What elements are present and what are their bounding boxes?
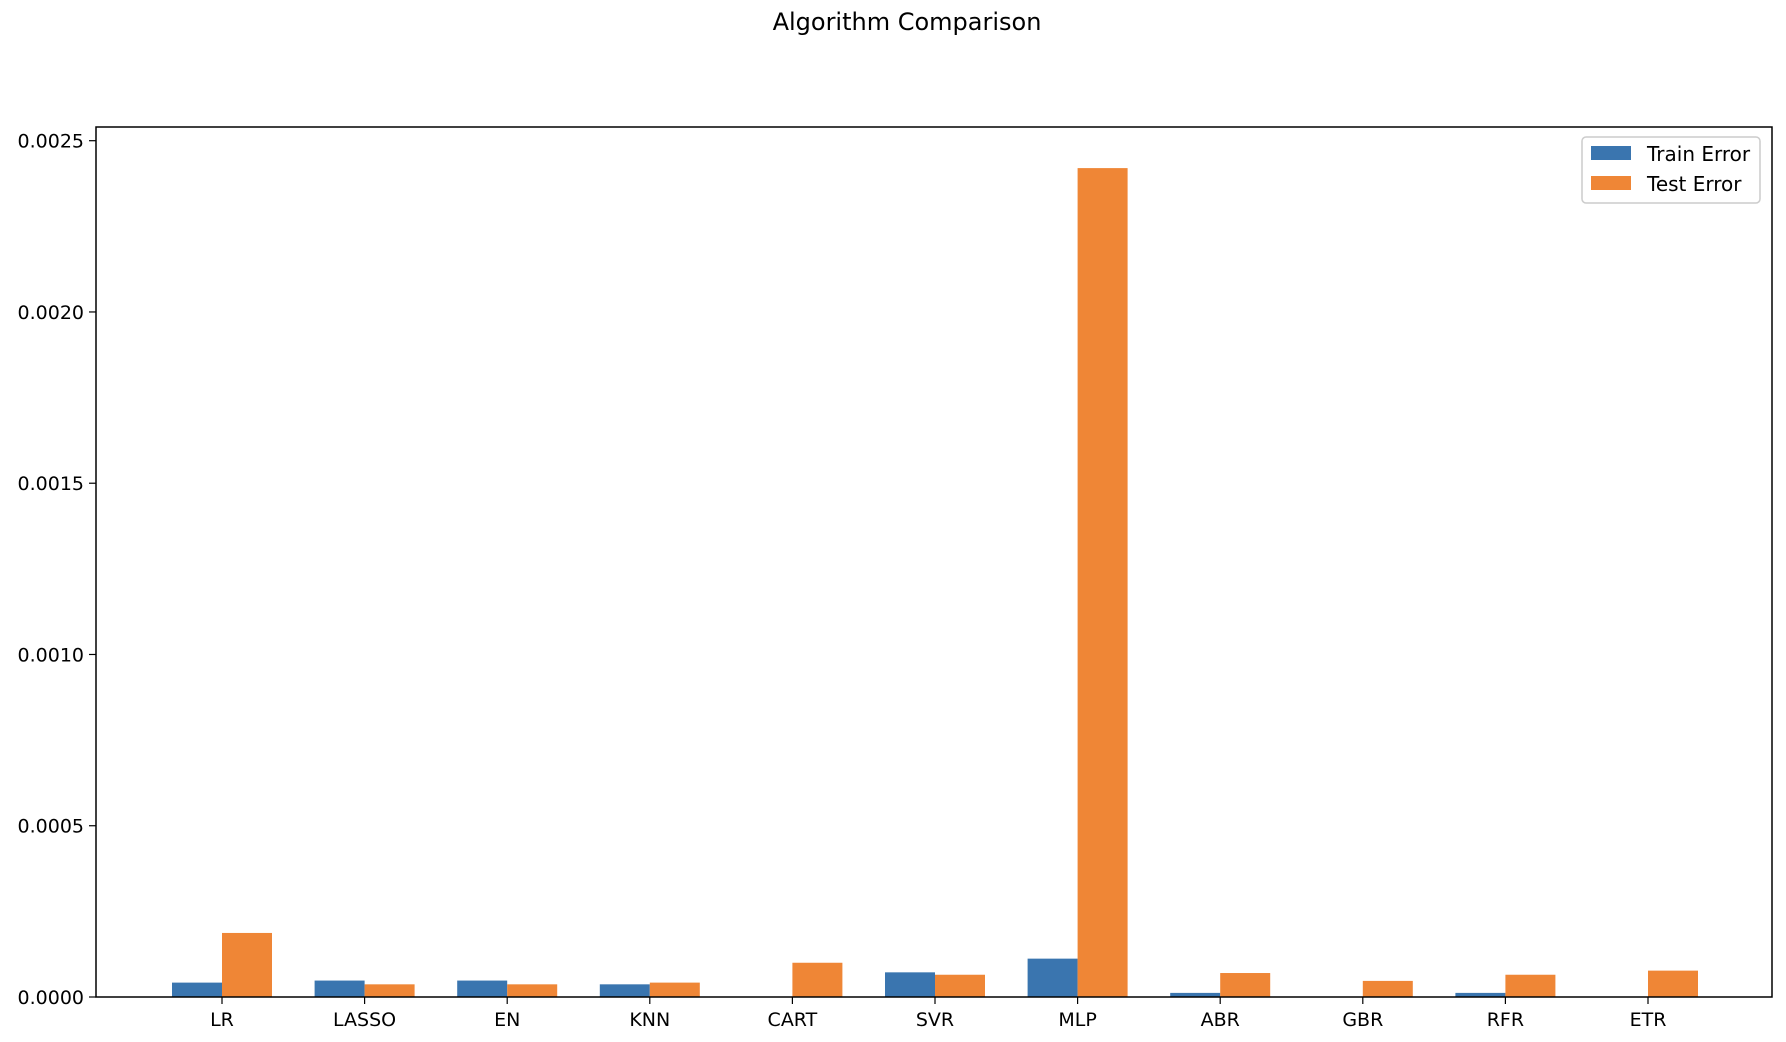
bar-test-svr bbox=[935, 974, 985, 997]
legend-label-train: Train Error bbox=[1646, 142, 1751, 166]
bar-test-cart bbox=[792, 962, 843, 997]
bar-test-abr bbox=[1220, 973, 1271, 997]
bar-train-lasso bbox=[314, 980, 365, 997]
x-tick-label: EN bbox=[494, 1009, 520, 1031]
bar-test-rfr bbox=[1505, 974, 1556, 997]
y-tick-label: 0.0005 bbox=[18, 816, 84, 838]
bar-test-gbr bbox=[1362, 980, 1413, 997]
bar-test-etr bbox=[1648, 970, 1698, 997]
legend: Train Error Test Error bbox=[1581, 136, 1761, 204]
bar-test-knn bbox=[649, 982, 700, 997]
bars-group bbox=[172, 168, 1698, 997]
legend-label-test: Test Error bbox=[1646, 172, 1742, 196]
y-tick-label: 0.0020 bbox=[18, 302, 84, 324]
x-tick-label: ETR bbox=[1630, 1009, 1667, 1031]
x-tick-label: ABR bbox=[1201, 1009, 1240, 1031]
x-axis: LR LASSO EN KNN CART SVR MLP ABR GBR RFR ETR bbox=[210, 997, 1666, 1031]
x-tick-label: KNN bbox=[629, 1009, 670, 1031]
bar-train-knn bbox=[599, 984, 650, 997]
legend-swatch-train bbox=[1591, 146, 1631, 160]
bar-test-mlp bbox=[1077, 168, 1128, 997]
chart-title: Algorithm Comparison bbox=[772, 8, 1042, 36]
bar-train-abr bbox=[1170, 992, 1221, 997]
legend-swatch-test bbox=[1591, 176, 1631, 190]
bar-train-svr bbox=[885, 972, 935, 997]
x-tick-label: SVR bbox=[916, 1009, 954, 1031]
x-tick-label: RFR bbox=[1487, 1009, 1524, 1031]
bar-test-en bbox=[507, 984, 558, 997]
y-tick-label: 0.0010 bbox=[18, 644, 84, 666]
bar-train-rfr bbox=[1455, 992, 1506, 997]
x-tick-label: CART bbox=[768, 1009, 818, 1031]
x-tick-label: GBR bbox=[1342, 1009, 1383, 1031]
y-tick-label: 0.0015 bbox=[18, 473, 84, 495]
bar-train-lr bbox=[172, 982, 222, 997]
y-axis: 0.0000 0.0005 0.0010 0.0015 0.0020 0.0025 bbox=[18, 131, 96, 1009]
x-tick-label: LASSO bbox=[333, 1009, 396, 1031]
bar-train-mlp bbox=[1027, 958, 1078, 997]
y-tick-label: 0.0025 bbox=[18, 131, 84, 153]
y-tick-label: 0.0000 bbox=[18, 987, 84, 1009]
bar-test-lr bbox=[222, 932, 272, 997]
bar-test-lasso bbox=[364, 984, 415, 997]
x-tick-label: LR bbox=[210, 1009, 234, 1031]
bar-train-en bbox=[457, 980, 508, 997]
x-tick-label: MLP bbox=[1058, 1009, 1096, 1031]
plot-frame bbox=[95, 126, 1773, 998]
